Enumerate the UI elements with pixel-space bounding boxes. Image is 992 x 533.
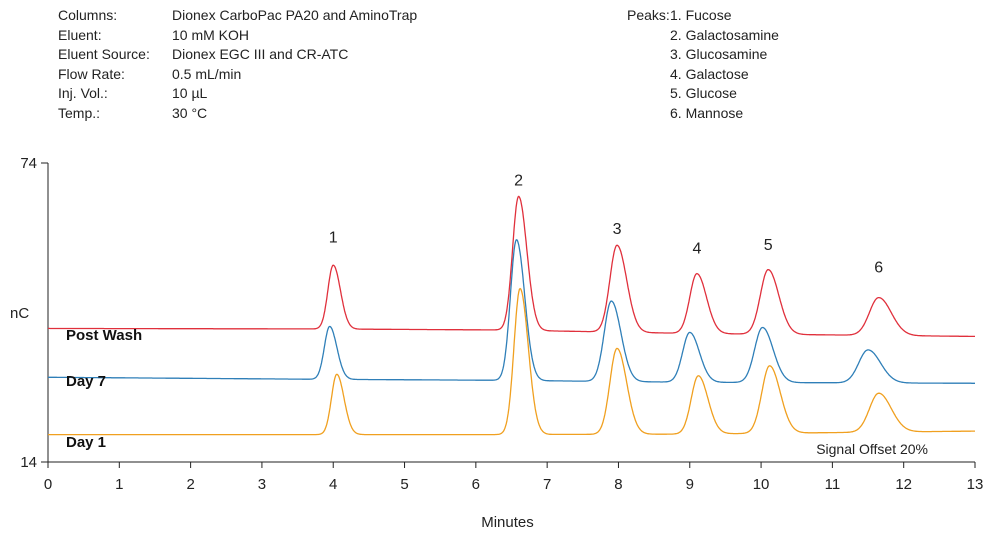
condition-label: Inj. Vol.: bbox=[58, 85, 108, 101]
peaks-legend: Peaks: 1. Fucose 2. Galactosamine 3. Glucos… bbox=[627, 6, 779, 123]
peak-legend-row: 4. Galactose bbox=[627, 65, 779, 85]
condition-value: 30 °C bbox=[172, 104, 208, 121]
condition-row: Columns: Dionex CarboPac PA20 and AminoTr… bbox=[58, 6, 417, 26]
peak-legend-item: 3. Glucosamine bbox=[670, 46, 768, 62]
x-tick-label: 8 bbox=[614, 476, 622, 493]
condition-value: 10 µL bbox=[172, 85, 208, 101]
series-label: Day 1 bbox=[66, 434, 106, 451]
peak-legend-row: Peaks: 1. Fucose bbox=[627, 6, 779, 26]
condition-label: Columns: bbox=[58, 7, 118, 23]
series-trace bbox=[48, 287, 975, 436]
chromatography-conditions: Columns: Dionex CarboPac PA20 and AminoTr… bbox=[58, 6, 417, 123]
condition-row: Eluent: 10 mM KOH bbox=[58, 26, 417, 46]
x-tick-label: 13 bbox=[967, 476, 984, 493]
series-label: Day 7 bbox=[66, 373, 106, 390]
condition-row: Flow Rate: 0.5 mL/min bbox=[58, 65, 417, 85]
signal-offset-annotation: Signal Offset 20% bbox=[816, 441, 928, 457]
x-tick-label: 3 bbox=[258, 476, 266, 493]
peak-number-label: 3 bbox=[613, 221, 622, 238]
x-tick-label: 7 bbox=[543, 476, 551, 493]
series-trace bbox=[48, 239, 975, 384]
peak-number-label: 6 bbox=[874, 260, 883, 277]
y-axis-title: nC bbox=[10, 305, 29, 322]
condition-row: Temp.: 30 °C bbox=[58, 104, 417, 124]
x-tick-label: 6 bbox=[472, 476, 480, 493]
x-tick-label: 10 bbox=[753, 476, 770, 493]
peak-legend-row: 3. Glucosamine bbox=[627, 45, 779, 65]
condition-value: 10 mM KOH bbox=[172, 26, 250, 43]
peak-legend-row: 6. Mannose bbox=[627, 104, 779, 124]
label-layer: Post Wash Day 7 Day 1 1 2 3 4 5 6 Signal Offset 2… bbox=[66, 172, 928, 457]
series-label: Post Wash bbox=[66, 327, 142, 344]
x-tick-label: 1 bbox=[115, 476, 123, 493]
condition-label: Eluent: bbox=[58, 26, 102, 43]
peak-legend-item: 1. Fucose bbox=[670, 7, 732, 23]
peak-legend-item: 4. Galactose bbox=[670, 65, 749, 82]
y-tick-label: 14 bbox=[20, 454, 37, 471]
x-axis-title: Minutes bbox=[481, 514, 534, 531]
peaks-label: Peaks: bbox=[627, 7, 670, 23]
peak-legend-row: 5. Glucose bbox=[627, 84, 779, 104]
series-layer bbox=[48, 195, 975, 436]
x-tick-label: 4 bbox=[329, 476, 337, 493]
condition-value: 0.5 mL/min bbox=[172, 65, 242, 82]
peak-number-label: 2 bbox=[514, 172, 523, 189]
condition-label: Eluent Source: bbox=[58, 46, 150, 62]
peak-number-label: 5 bbox=[764, 237, 773, 254]
x-tick-label: 9 bbox=[686, 476, 694, 493]
condition-row: Inj. Vol.: 10 µL bbox=[58, 84, 417, 104]
x-tick-label: 5 bbox=[400, 476, 408, 493]
peak-legend-item: 2. Galactosamine bbox=[670, 26, 779, 43]
x-tick-label: 0 bbox=[44, 476, 52, 493]
series-trace bbox=[48, 195, 975, 338]
condition-value: Dionex EGC III and CR-ATC bbox=[172, 46, 349, 62]
x-tick-label: 2 bbox=[186, 476, 194, 493]
peak-number-label: 1 bbox=[329, 230, 338, 247]
peak-number-label: 4 bbox=[692, 241, 701, 258]
condition-label: Temp.: bbox=[58, 104, 101, 121]
condition-label: Flow Rate: bbox=[58, 65, 125, 82]
condition-row: Eluent Source: Dionex EGC III and CR-ATC bbox=[58, 45, 417, 65]
peak-legend-item: 5. Glucose bbox=[670, 85, 737, 101]
y-tick-label: 74 bbox=[20, 155, 37, 172]
condition-value: Dionex CarboPac PA20 and AminoTrap bbox=[172, 7, 418, 23]
x-tick-label: 11 bbox=[825, 476, 841, 493]
x-tick-label: 12 bbox=[895, 476, 912, 493]
peak-legend-item: 6. Mannose bbox=[670, 104, 744, 121]
peak-legend-row: 2. Galactosamine bbox=[627, 26, 779, 46]
